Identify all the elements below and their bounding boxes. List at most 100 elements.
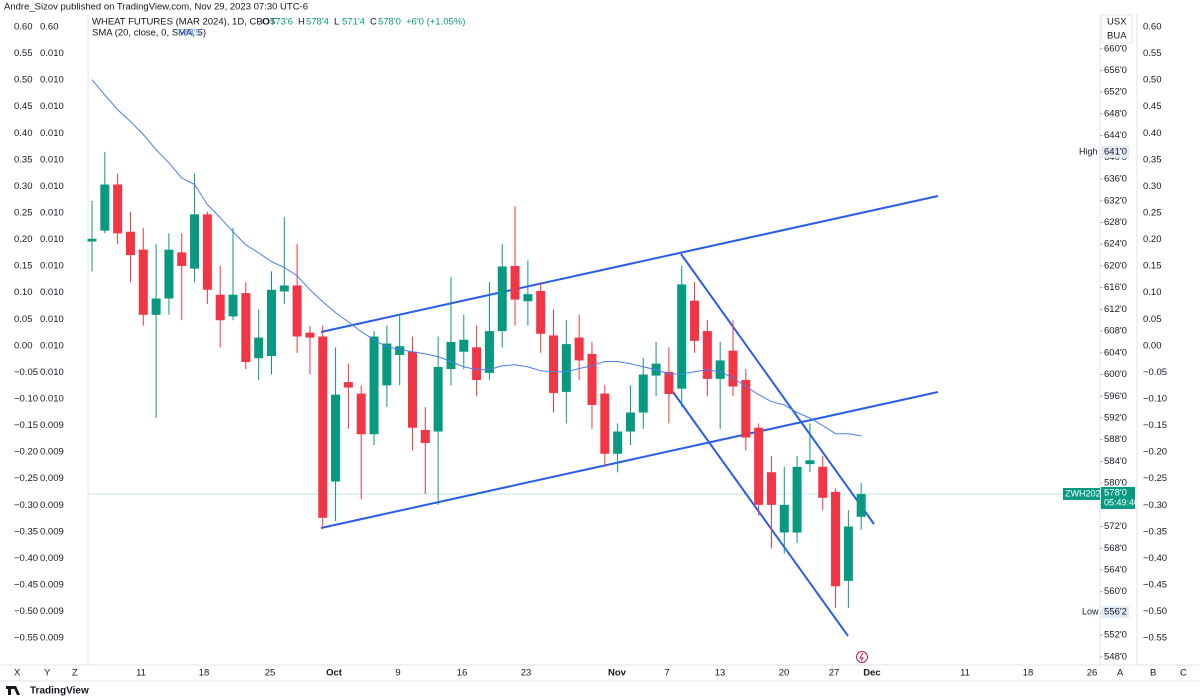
currency-box: [1101, 14, 1133, 44]
event-icon: [859, 652, 864, 662]
candle-body: [382, 343, 392, 386]
side-scale-label: 0.50: [1143, 75, 1162, 86]
candle-body: [690, 300, 700, 341]
unit: BUA: [1107, 31, 1127, 42]
candle-body: [831, 491, 841, 587]
candle-body: [459, 339, 469, 352]
y-tick-label: 572'0: [1104, 521, 1127, 532]
side-scale-label: −0.45: [14, 579, 38, 590]
change: +6'0 (+1.05%): [406, 17, 465, 28]
candle-body: [215, 294, 225, 321]
y-tick-label: 568'0: [1104, 543, 1127, 554]
corner-label: B: [1150, 668, 1156, 679]
candle-body: [292, 285, 302, 337]
y-tick-label: 588'0: [1104, 434, 1127, 445]
x-tick-label: 9: [395, 668, 400, 679]
side-scale-label: −0.05: [1143, 367, 1167, 378]
candle-body: [523, 294, 533, 302]
trend-line: [680, 253, 875, 525]
side-scale-label: 0.010: [40, 208, 64, 219]
candle-body: [138, 249, 148, 315]
marker-tag-label: High: [1079, 146, 1098, 156]
side-scale-label: 0.30: [14, 181, 33, 192]
channel-drawings: [320, 195, 939, 637]
candle-body: [100, 184, 110, 231]
side-scale-label: −0.40: [14, 553, 38, 564]
candle-body: [241, 293, 251, 363]
side-scale-label: 0.60: [14, 22, 33, 33]
side-scale-label: −0.20: [14, 447, 38, 458]
side-scale-label: 0.30: [1143, 181, 1162, 192]
candle-body: [715, 360, 725, 379]
candle-body: [600, 393, 610, 454]
x-tick-label: 26: [1087, 668, 1098, 679]
brand[interactable]: TradingView: [30, 686, 89, 697]
y-tick-label: 560'0: [1104, 586, 1127, 597]
sma-value: 588'5: [178, 28, 201, 39]
side-scale-label: 0.010: [40, 128, 64, 139]
side-scale-label: 0.009: [40, 633, 64, 644]
ohlc-label: H: [298, 17, 305, 28]
y-tick-label: 632'0: [1104, 195, 1127, 206]
side-scale-label: 0.010: [40, 234, 64, 245]
y-tick-label: 648'0: [1104, 108, 1127, 119]
side-scale-label: −0.30: [14, 500, 38, 511]
side-scale-label: 0.55: [1143, 48, 1162, 59]
candle-body: [702, 331, 712, 379]
y-tick-label: 636'0: [1104, 174, 1127, 185]
candle-body: [87, 238, 97, 242]
ohlc-value: 578'4: [306, 17, 329, 28]
side-scale-label: −0.25: [14, 473, 38, 484]
side-scale-label: −0.40: [1143, 553, 1167, 564]
marker-price-box: [1101, 145, 1129, 158]
side-scale-label: 0.009: [40, 420, 64, 431]
symbol-tag-label: ZWH2024: [1065, 488, 1106, 498]
side-scale-label: 0.35: [1143, 154, 1162, 165]
countdown: 05:49:40: [1104, 497, 1139, 507]
side-scale-label: 0.009: [40, 526, 64, 537]
candle-body: [754, 427, 764, 505]
side-scale-label: 0.010: [40, 75, 64, 86]
x-tick-label: 7: [664, 668, 669, 679]
side-scale-label: 0.10: [1143, 287, 1162, 298]
side-scale-label: −0.55: [1143, 633, 1167, 644]
candle-body: [625, 412, 635, 432]
candle-body: [305, 332, 315, 338]
plot: [87, 79, 1100, 608]
symbol: WHEAT FUTURES (MAR 2024), 1D, CBOT: [92, 17, 276, 28]
marker-price-box: [1101, 606, 1129, 619]
candle-body: [574, 337, 584, 361]
event-icon[interactable]: [856, 651, 868, 663]
price-tag: [1101, 486, 1135, 509]
x-tick-label: 11: [136, 668, 146, 679]
side-scale-label: −0.15: [14, 420, 38, 431]
x-tick-label: 20: [779, 668, 790, 679]
side-scale-label: 0.15: [1143, 261, 1162, 272]
side-scale-label: −0.45: [1143, 579, 1167, 590]
side-scale-label: 0.009: [40, 473, 64, 484]
candle-body: [843, 526, 853, 581]
candle-body: [497, 266, 507, 332]
side-scale-label: 0.40: [1143, 128, 1162, 139]
candle-body: [536, 290, 546, 334]
candle-body: [779, 504, 789, 533]
candle-body: [151, 298, 161, 315]
candle-body: [587, 353, 597, 405]
side-scale-label: 0.010: [40, 261, 64, 272]
candle-body: [408, 351, 417, 428]
y-tick-label: 616'0: [1104, 282, 1127, 293]
side-scale-label: −0.35: [1143, 526, 1167, 537]
corner-label: Y: [44, 668, 51, 679]
y-tick-label: 644'0: [1104, 130, 1127, 141]
candle-body: [510, 265, 520, 300]
marker-price: 641'0: [1104, 146, 1127, 157]
side-scale-label: −0.50: [1143, 606, 1167, 617]
side-scale-label: 0.45: [1143, 101, 1162, 112]
candle-body: [113, 184, 123, 234]
candle-body: [254, 337, 264, 359]
x-tick-label: Dec: [863, 668, 880, 679]
side-scale-label: 0.010: [40, 314, 64, 325]
candle-body: [766, 472, 776, 505]
brand-logo: [6, 686, 20, 695]
